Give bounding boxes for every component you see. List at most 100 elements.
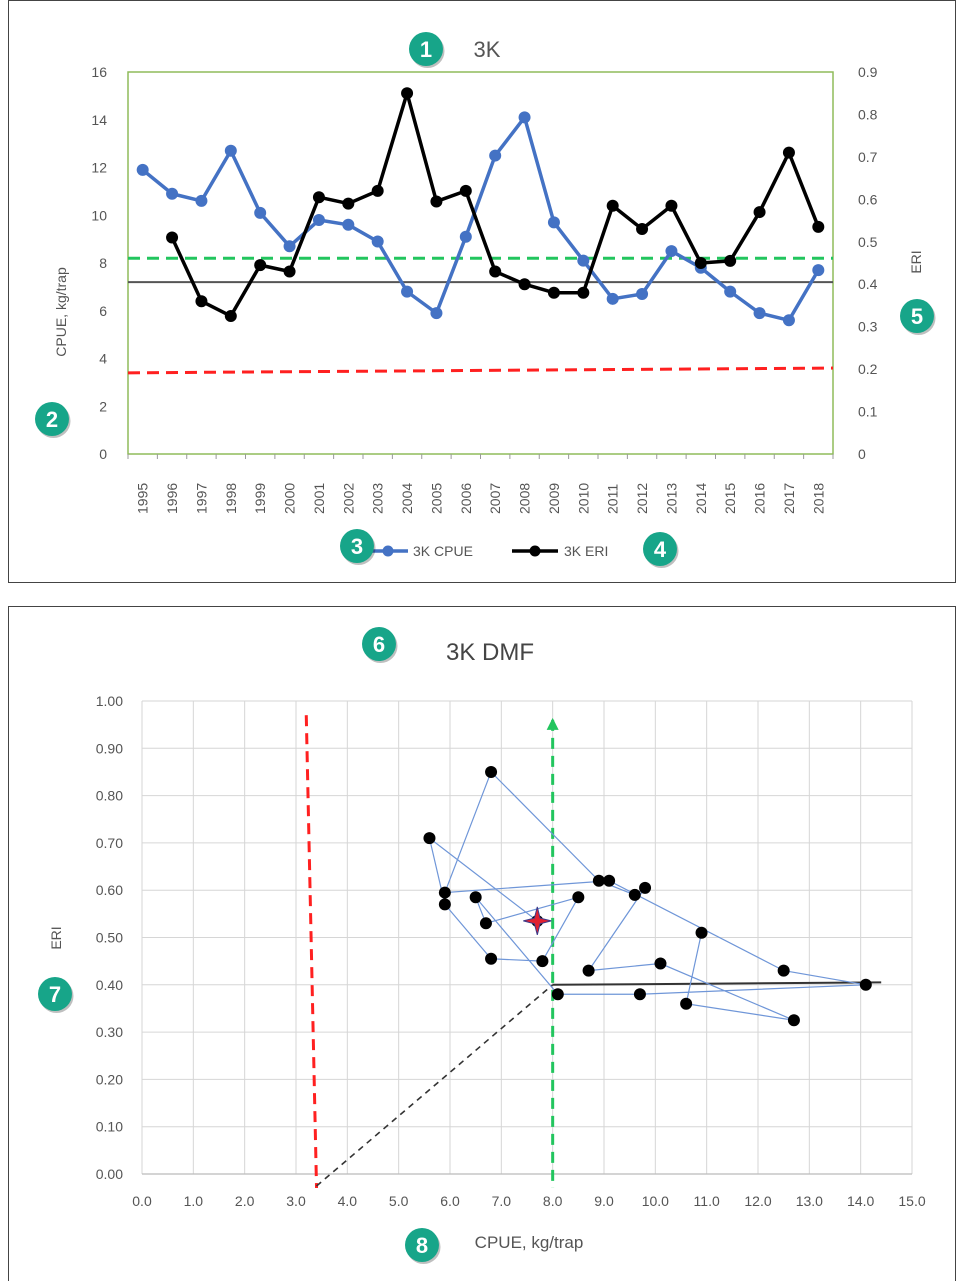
- badge-8-circle: [405, 1228, 439, 1262]
- x-tick-label: 1999: [252, 483, 268, 514]
- badge-4-circle: [643, 532, 677, 566]
- y-tick-label: 8: [99, 255, 107, 271]
- x-tick-label: 10.0: [642, 1193, 669, 1209]
- chart-title: 3K DMF: [446, 639, 534, 666]
- y-tick-label: 0.10: [96, 1119, 123, 1135]
- x-tick-label: 2005: [428, 483, 444, 514]
- series-line-cpue: [141, 115, 820, 323]
- series-point-cpue: [136, 163, 149, 176]
- x-tick-label: 2016: [752, 483, 768, 514]
- y-axis-label: ERI: [48, 926, 64, 949]
- scatter-point: [695, 926, 708, 939]
- legend-label-cpue: 3K CPUE: [413, 543, 473, 559]
- x-tick-label: 2018: [810, 483, 826, 514]
- x-tick-label: 9.0: [594, 1193, 614, 1209]
- series-point-eri: [459, 184, 472, 197]
- series-point-eri: [166, 231, 179, 244]
- scatter-point: [582, 964, 595, 977]
- series-point-cpue: [430, 307, 443, 320]
- scatter-point: [438, 898, 451, 911]
- series-point-cpue: [812, 264, 825, 277]
- x-tick-label: 3.0: [286, 1193, 306, 1209]
- badge-7-circle: [38, 977, 72, 1011]
- series-point-cpue: [547, 216, 560, 229]
- badge-8: 8: [405, 1228, 441, 1264]
- x-tick-label: 13.0: [796, 1193, 823, 1209]
- badge-3-circle: [340, 529, 374, 563]
- dmf-scatter-panel: [8, 606, 956, 1281]
- series-point-eri: [224, 310, 237, 323]
- scatter-point: [485, 952, 498, 965]
- series-point-cpue: [371, 235, 384, 248]
- badge-6-label: 6: [373, 632, 385, 657]
- badge-7-label: 7: [49, 982, 61, 1007]
- series-point-cpue: [166, 187, 179, 200]
- badge-6: 6: [362, 627, 398, 663]
- y-tick-label: 0.30: [96, 1024, 123, 1040]
- x-tick-label: 1997: [193, 483, 209, 514]
- series-point-eri: [489, 265, 502, 278]
- series-point-eri: [283, 265, 296, 278]
- series-point-cpue: [606, 292, 619, 305]
- badge-3-label: 3: [351, 534, 363, 559]
- y2-tick-label: 0.6: [858, 191, 878, 207]
- x-tick-label: 2.0: [235, 1193, 255, 1209]
- x-tick-label: 2015: [722, 483, 738, 514]
- scatter-point: [633, 988, 646, 1001]
- y-tick-label: 10: [91, 207, 107, 223]
- x-tick-label: 11.0: [694, 1193, 720, 1209]
- badge-2-label: 2: [46, 407, 58, 432]
- badge-5: 5: [900, 299, 936, 335]
- y2-tick-label: 0: [858, 446, 866, 462]
- reference-line-3: [127, 366, 834, 375]
- badge-7: 7: [38, 977, 74, 1013]
- series-point-cpue: [342, 218, 355, 231]
- series-point-eri: [518, 278, 531, 291]
- legend-marker-eri: [529, 545, 541, 557]
- y2-tick-label: 0.4: [858, 276, 878, 292]
- x-tick-label: 7.0: [492, 1193, 512, 1209]
- scatter-point: [469, 891, 482, 904]
- series-point-eri: [665, 199, 678, 212]
- scatter-point: [777, 964, 790, 977]
- series-point-cpue: [665, 245, 678, 258]
- y-tick-label: 0.70: [96, 835, 123, 851]
- x-tick-label: 14.0: [847, 1193, 874, 1209]
- y2-tick-label: 0.7: [858, 149, 878, 165]
- scatter-point: [438, 886, 451, 899]
- scatter-point: [680, 997, 693, 1010]
- x-tick-label: 2011: [605, 484, 621, 514]
- series-point-eri: [577, 286, 590, 299]
- x-tick-label: 6.0: [440, 1193, 460, 1209]
- badge-2-circle: [35, 402, 69, 436]
- scatter-point: [485, 765, 498, 778]
- series-point-eri: [312, 191, 325, 204]
- series-point-cpue: [312, 214, 325, 227]
- scatter-point: [639, 881, 652, 894]
- x-tick-label: 2014: [693, 483, 709, 514]
- reference-arrowhead: [546, 717, 559, 730]
- scatter-point: [423, 832, 436, 845]
- badge-1: 1: [409, 32, 445, 68]
- series-point-eri: [195, 295, 208, 308]
- x-tick-label: 2013: [663, 483, 679, 514]
- series-point-eri: [547, 286, 560, 299]
- y2-tick-label: 0.2: [858, 361, 878, 377]
- series-point-eri: [371, 184, 384, 197]
- y-tick-label: 16: [91, 64, 107, 80]
- y-tick-label: 0.80: [96, 788, 123, 804]
- series-point-eri: [694, 257, 707, 269]
- series-point-cpue: [489, 149, 502, 162]
- legend-marker-cpue: [382, 545, 394, 557]
- series-point-eri: [254, 259, 267, 272]
- x-tick-label: 2001: [311, 483, 327, 514]
- series-point-eri: [812, 220, 825, 233]
- y2-tick-label: 0.1: [858, 404, 878, 420]
- y2-tick-label: 0.8: [858, 106, 878, 122]
- y2-tick-label: 0.3: [858, 319, 878, 335]
- y-tick-label: 0.90: [96, 740, 123, 756]
- scatter-point: [787, 1014, 800, 1027]
- y-tick-label: 0: [99, 446, 107, 462]
- x-tick-label: 2012: [634, 483, 650, 514]
